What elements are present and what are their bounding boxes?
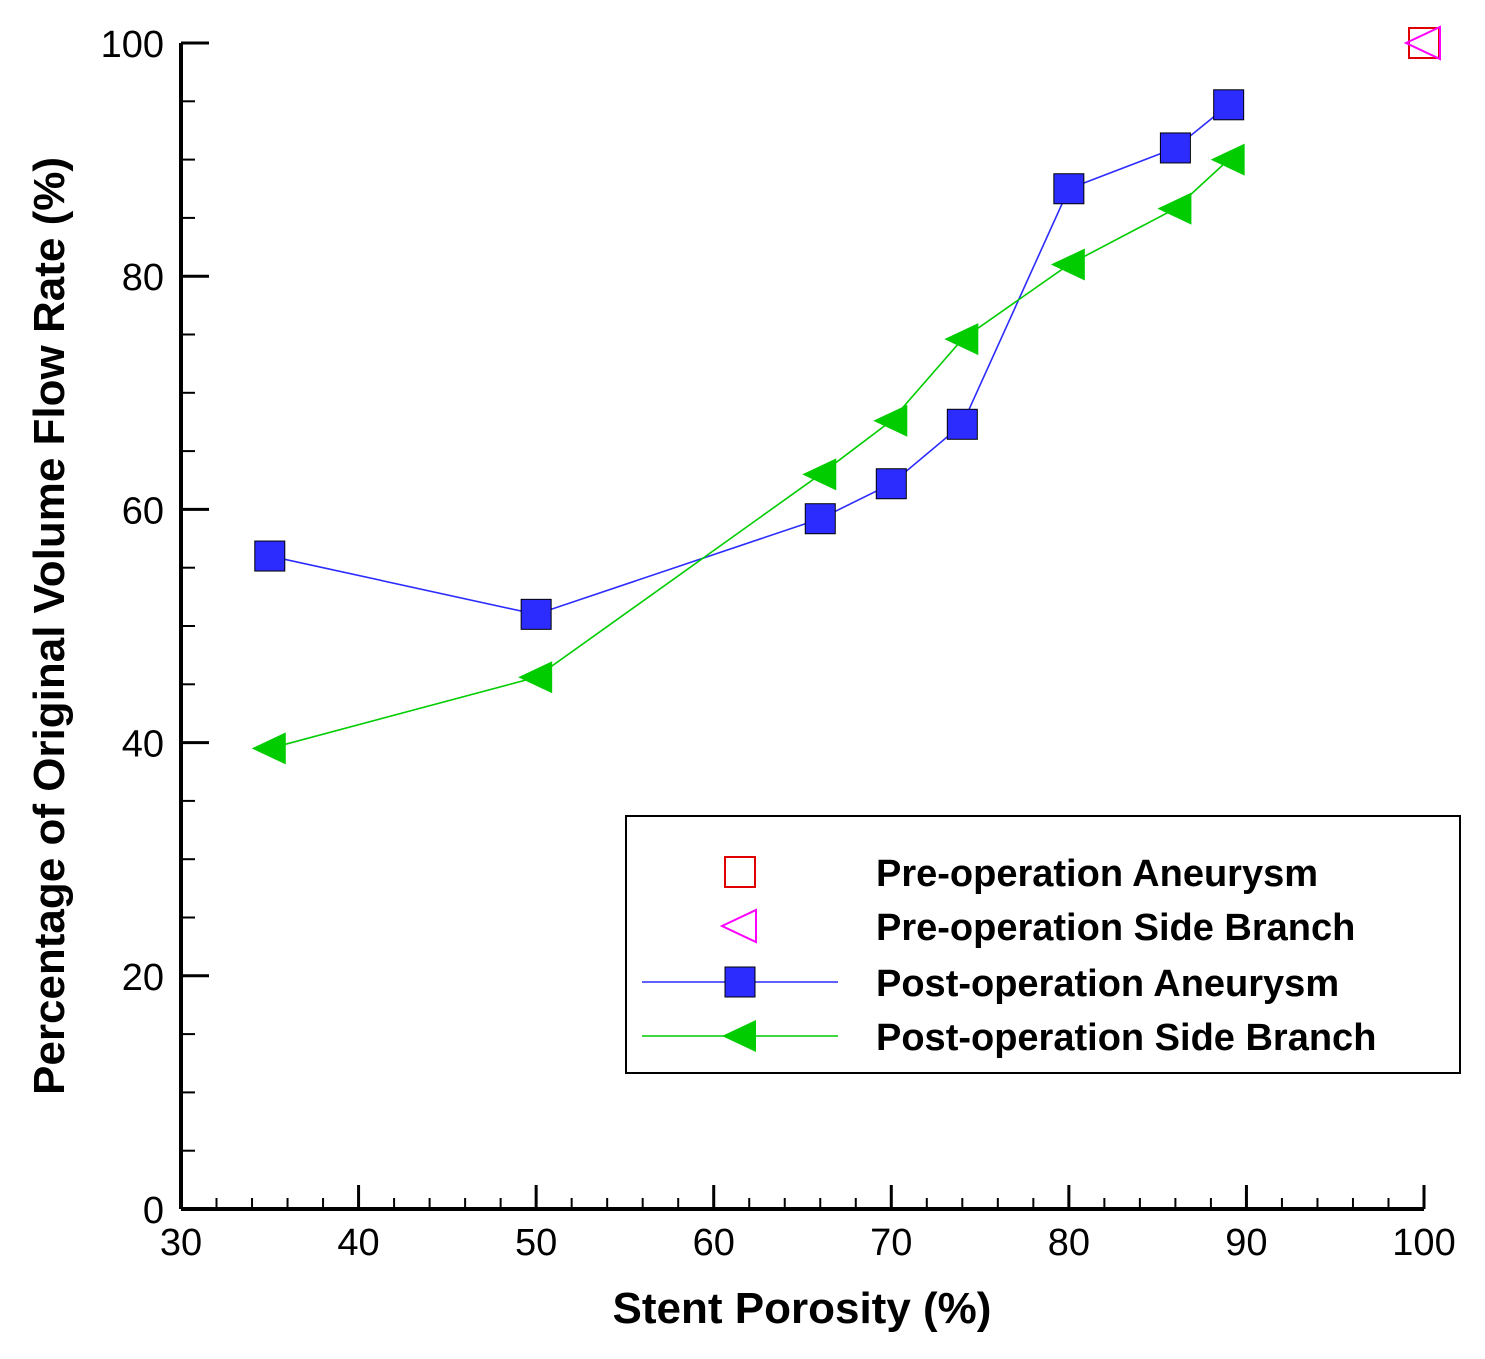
post-operation-aneurysm-point [1213, 89, 1245, 121]
plot-markers [251, 25, 1441, 765]
post-operation-side-branch-point [1157, 192, 1192, 225]
x-tick-label: 100 [1392, 1222, 1455, 1264]
x-axis-title: Stent Porosity (%) [613, 1284, 992, 1333]
legend-label-pre-operation-aneurysm: Pre-operation Aneurysm [876, 853, 1318, 895]
post-operation-aneurysm-point [946, 408, 978, 440]
legend: Pre-operation Aneurysm Pre-operation Side… [625, 815, 1461, 1074]
x-tick-label: 30 [160, 1222, 202, 1264]
post-operation-side-branch-point [802, 458, 837, 491]
y-tick-label: 40 [122, 724, 164, 766]
legend-marker-pre-operation-aneurysm [724, 856, 756, 888]
post-operation-aneurysm-line [269, 104, 1230, 616]
axes: 30 40 50 60 70 80 90 100 0 20 40 60 80 100 [101, 24, 1456, 1264]
legend-label-pre-operation-side-branch: Pre-operation Side Branch [876, 907, 1355, 949]
legend-marker-post-operation-side-branch [722, 1020, 756, 1052]
post-operation-side-branch-point [944, 323, 979, 356]
post-operation-side-branch-line [269, 159, 1230, 750]
post-operation-aneurysm-point [875, 468, 907, 500]
y-axis-title: Percentage of Original Volume Flow Rate … [25, 157, 74, 1095]
x-tick-label: 50 [515, 1222, 557, 1264]
post-operation-side-branch-point [251, 732, 286, 765]
post-operation-side-branch-point [1210, 143, 1245, 176]
post-operation-aneurysm-point [520, 598, 552, 630]
y-tick-label: 60 [122, 490, 164, 532]
post-operation-side-branch-point [518, 661, 553, 694]
legend-label-post-operation-side-branch: Post-operation Side Branch [876, 1017, 1376, 1059]
x-tick-label: 40 [337, 1222, 379, 1264]
post-operation-side-branch-point [873, 404, 908, 437]
legend-label-post-operation-aneurysm: Post-operation Aneurysm [876, 963, 1339, 1005]
pre-operation-side-branch-point [1403, 25, 1441, 61]
pre-operation-aneurysm-point [1408, 27, 1440, 59]
x-tick-label: 90 [1225, 1222, 1267, 1264]
plot-lines [269, 104, 1230, 750]
post-operation-aneurysm-point [254, 540, 286, 572]
legend-marker-post-operation-aneurysm [724, 966, 756, 998]
post-operation-aneurysm-point [1053, 173, 1085, 205]
x-tick-label: 70 [870, 1222, 912, 1264]
x-tick-label: 80 [1048, 1222, 1090, 1264]
legend-marker-pre-operation-side-branch [719, 908, 757, 944]
post-operation-aneurysm-point [804, 503, 836, 535]
y-tick-label: 100 [101, 24, 164, 66]
legend-box [625, 815, 1461, 1074]
x-tick-label: 60 [693, 1222, 735, 1264]
post-operation-side-branch-point [1050, 248, 1085, 281]
post-operation-aneurysm-point [1159, 132, 1191, 164]
y-tick-label: 20 [122, 957, 164, 999]
y-tick-label: 0 [143, 1190, 164, 1232]
y-tick-label: 80 [122, 257, 164, 299]
